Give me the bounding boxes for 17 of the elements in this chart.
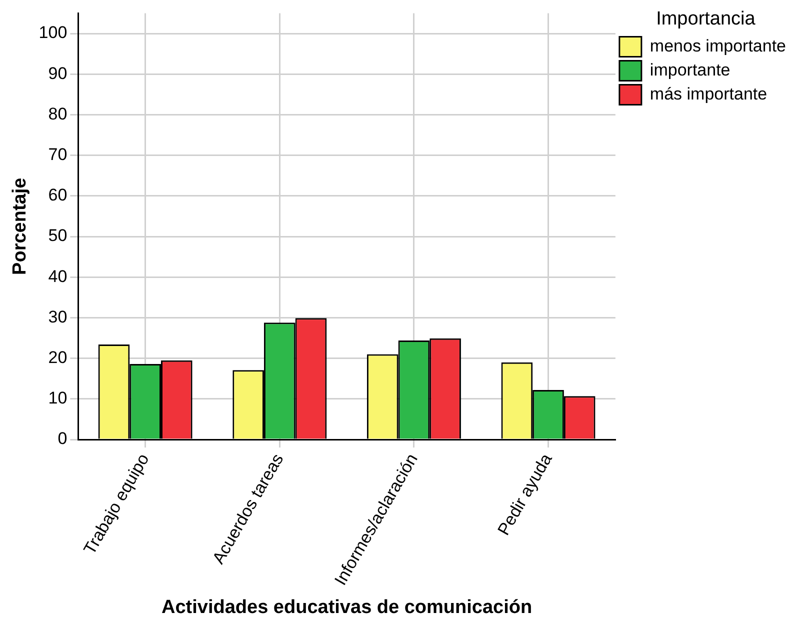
y-tick-label: 80 — [48, 104, 68, 124]
y-axis-title: Porcentaje — [10, 178, 31, 275]
legend-label: más importante — [650, 84, 768, 104]
y-tick-label: 100 — [38, 23, 68, 42]
y-tick-label: 0 — [58, 429, 68, 448]
y-tick-label: 60 — [48, 186, 68, 205]
y-tick-label: 70 — [48, 145, 68, 164]
y-tick-label: 20 — [48, 348, 68, 368]
x-axis-title: Actividades educativas de comunicación — [161, 596, 532, 618]
y-tick-label: 10 — [48, 388, 68, 408]
y-tick-label: 50 — [48, 226, 68, 246]
legend-label: menos importante — [650, 36, 786, 56]
y-tick-label: 40 — [48, 266, 68, 286]
y-tick-label: 90 — [48, 64, 68, 83]
legend-title: Importancia — [656, 8, 756, 30]
legend-label: importante — [650, 60, 730, 80]
y-tick-label: 30 — [48, 307, 68, 326]
